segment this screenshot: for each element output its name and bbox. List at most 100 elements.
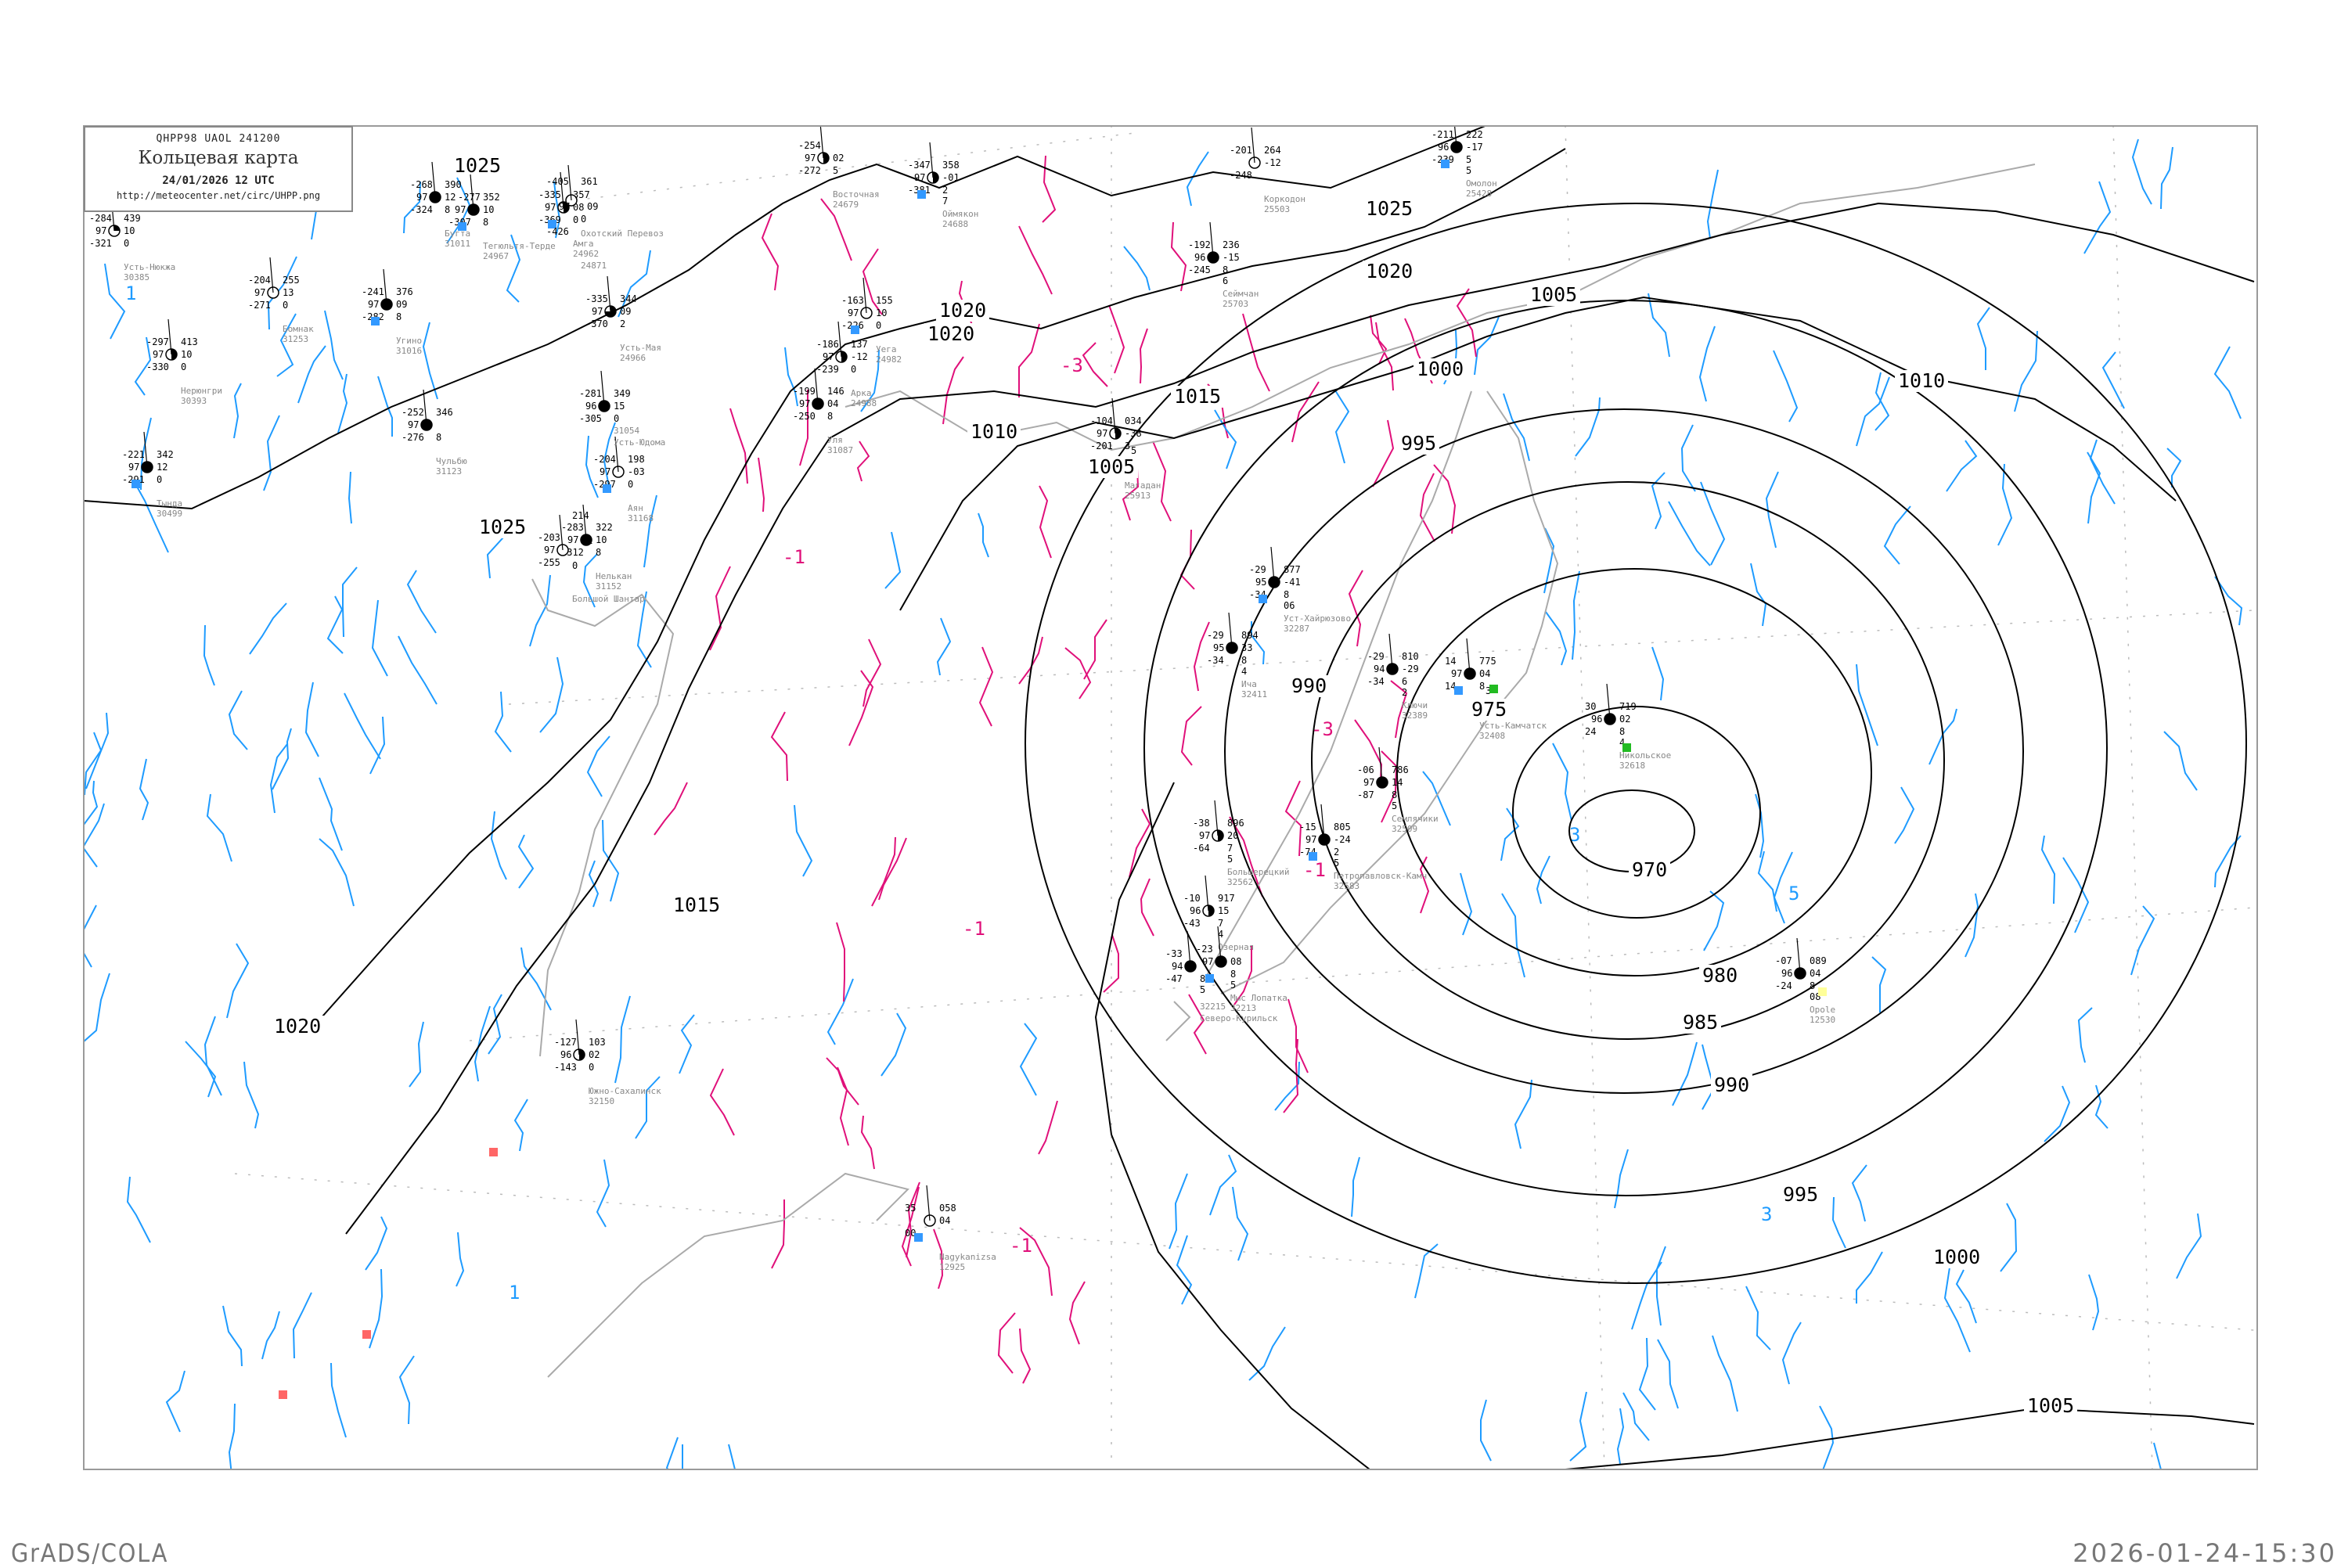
station-c: 8 <box>1241 655 1247 666</box>
isallobar-positive <box>1656 1246 1666 1326</box>
station-id: 31016 <box>396 346 422 356</box>
isobar-label-bg <box>1930 1246 1983 1268</box>
isallobar-negative <box>1179 529 1195 590</box>
station-pp: 894 <box>1241 630 1259 641</box>
station-td: -370 <box>585 318 608 329</box>
isobar-label: 1005 <box>1530 283 1577 306</box>
station-t: -405 <box>546 176 569 187</box>
precip-marker <box>1441 160 1449 168</box>
station-pp: 198 <box>628 454 645 465</box>
isallobar-positive <box>140 417 152 491</box>
cloud-cover-fill <box>823 153 829 164</box>
isallobar-positive <box>1251 621 1266 665</box>
station-t: -38 <box>1193 818 1210 829</box>
isallobar-negative <box>1180 706 1202 766</box>
station-td: -255 <box>538 557 560 568</box>
isallobar-negative <box>758 457 765 512</box>
isallobar-positive <box>1874 372 1890 431</box>
isallobar-negative <box>862 638 882 707</box>
isallobar-positive <box>1651 646 1665 701</box>
isallobar-positive <box>319 838 355 907</box>
isallobar-positive <box>636 591 652 668</box>
station-h: 5 <box>1392 800 1397 811</box>
station-dp: -24 <box>1334 834 1351 845</box>
station-t: -29 <box>1367 651 1385 662</box>
isallobar-positive <box>1757 851 1777 912</box>
station-name: Северо-Курильск <box>1200 1013 1278 1023</box>
isallobar-positive <box>406 570 437 634</box>
precip-marker <box>279 1390 287 1399</box>
cloud-cover-fill <box>1218 830 1223 841</box>
isobar-label-bg <box>1085 456 1138 478</box>
title-box: QHPP98 UAOL 241200 Кольцевая карта 24/01… <box>84 126 353 212</box>
isallobar-positive <box>1460 872 1473 936</box>
station-id: 30499 <box>157 509 182 519</box>
station-id: 32287 <box>1284 624 1309 634</box>
station-c: 8 <box>1230 969 1236 980</box>
station-h: 7 <box>942 196 948 207</box>
isobar-975 <box>1512 706 1761 919</box>
isallobar-negative <box>942 356 964 425</box>
isallobar-positive <box>203 624 215 686</box>
map-url[interactable]: http://meteocenter.net/circ/UHPP.png <box>116 190 321 201</box>
isobar-label-bg <box>1363 198 1416 220</box>
isobar-985 <box>1311 481 1945 1040</box>
station-pp: 439 <box>124 213 141 224</box>
station-id: 32213 <box>1230 1003 1256 1013</box>
station-p: 97 <box>823 351 834 362</box>
wind-barb <box>614 436 619 473</box>
isallobar-positive <box>1169 1173 1188 1250</box>
wind-barb <box>1388 633 1393 670</box>
station-name: Угино <box>396 336 422 346</box>
isallobar-negative <box>978 646 994 727</box>
station-p: 97 <box>544 545 555 556</box>
station-id: 32583 <box>1334 881 1359 891</box>
isallobar-positive <box>936 617 952 676</box>
station-dp: 09 <box>587 201 598 212</box>
isobar-label: 1020 <box>274 1015 321 1038</box>
wind-barb <box>926 1185 931 1221</box>
station-t: -268 <box>410 179 433 190</box>
station-id: 12925 <box>939 1262 965 1272</box>
station-c: 0 <box>157 474 162 485</box>
station-td: -276 <box>402 432 424 443</box>
isallobar-negative <box>1419 856 1430 914</box>
isallobar-positive <box>1414 1243 1439 1299</box>
station-dp: 12 <box>157 462 167 473</box>
isallobar-negative <box>1283 1038 1299 1113</box>
station-t: -283 <box>561 522 584 533</box>
precip-marker <box>851 325 859 334</box>
wind-barb <box>1320 804 1325 840</box>
station-h: 5 <box>1230 980 1236 991</box>
precip-marker <box>917 190 926 199</box>
isobar-label: 990 <box>1291 674 1327 697</box>
station-pp: 264 <box>1264 145 1281 156</box>
station-p: 97 <box>545 202 556 213</box>
station-c: 5 <box>1466 154 1471 165</box>
isallobar-positive <box>1831 1196 1846 1249</box>
wind-barb <box>582 504 587 541</box>
isallobar-negative <box>1019 1227 1053 1296</box>
isallobar-label: -1 <box>1010 1235 1032 1257</box>
station-c: 8 <box>1479 681 1485 692</box>
precip-marker <box>1489 685 1498 693</box>
isobar-label-bg <box>476 516 529 538</box>
station-pp: 810 <box>1402 651 1419 662</box>
station-pp: 034 <box>1125 415 1142 426</box>
station-td: -201 <box>1090 441 1113 451</box>
station-name: Озерная <box>1218 942 1254 952</box>
isallobar-negative <box>1152 441 1172 522</box>
station-dp: 10 <box>876 307 887 318</box>
isallobar-positive <box>2166 448 2182 487</box>
station-dp: -41 <box>1284 577 1301 588</box>
isallobar-positive <box>1703 890 1725 951</box>
isallobar-positive <box>1543 527 1555 594</box>
station-pp: 917 <box>1218 893 1235 904</box>
station-pp: 413 <box>181 336 198 347</box>
